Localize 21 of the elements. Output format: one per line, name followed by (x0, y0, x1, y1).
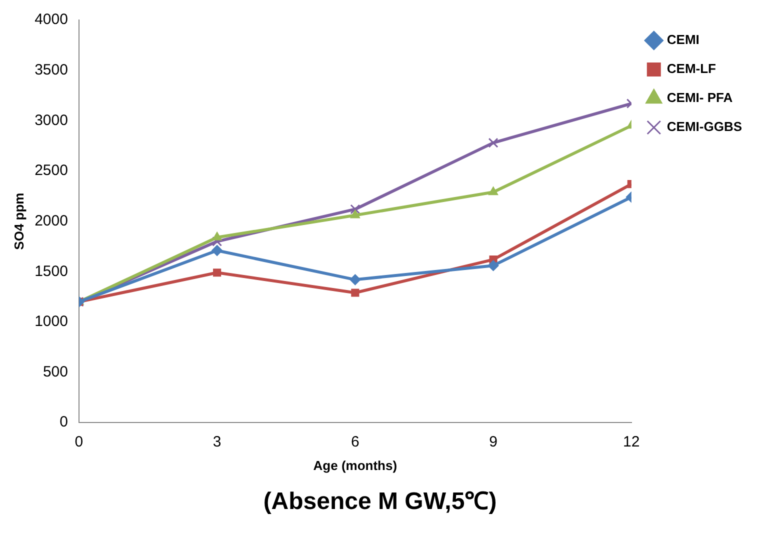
y-tick-label: 2000 (34, 212, 68, 230)
legend-label: CEMI- PFA (666, 90, 734, 106)
y-tick-label: 1000 (34, 313, 68, 330)
y-tick-label: 2500 (34, 162, 68, 180)
legend-label: CEMI (666, 32, 700, 48)
x-tick-label: 12 (623, 434, 640, 451)
x-axis-title: Age (months) (313, 458, 398, 473)
x-tick-label: 9 (489, 434, 498, 451)
x-tick-label: 6 (351, 434, 360, 451)
y-tick-label: 3000 (34, 112, 68, 129)
y-tick-label: 4000 (34, 11, 68, 28)
y-tick-label: 3500 (34, 61, 68, 78)
x-tick-label: 0 (74, 434, 84, 451)
x-tick-label: 3 (212, 434, 222, 451)
text: (Absence M GW,5℃) (263, 488, 497, 516)
y-axis-title: SO4 ppm (11, 192, 26, 250)
y-tick-label: 0 (60, 414, 68, 431)
legend-label: CEM-LF (666, 61, 716, 76)
legend-label: CEMI-GGBS (666, 119, 742, 134)
y-tick-label: 1500 (34, 262, 68, 280)
y-tick-label: 500 (42, 363, 68, 380)
